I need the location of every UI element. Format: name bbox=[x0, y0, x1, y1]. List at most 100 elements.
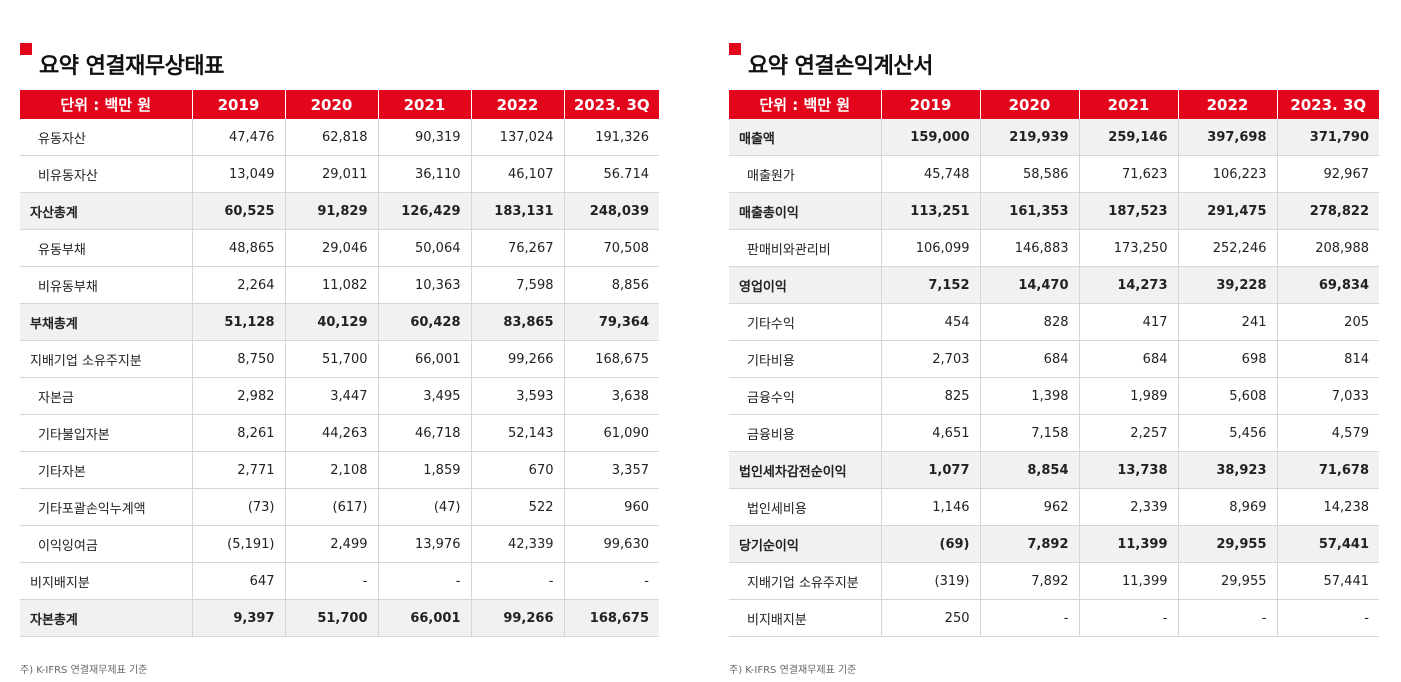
value-cell: 36,110 bbox=[377, 155, 471, 193]
value-cell: 417 bbox=[1078, 303, 1178, 341]
value-cell: 168,675 bbox=[563, 599, 659, 637]
row-label: 자본총계 bbox=[20, 599, 192, 637]
value-cell: 66,001 bbox=[377, 340, 471, 378]
value-cell: 7,892 bbox=[979, 525, 1079, 563]
table-header-row: 단위 : 백만 원 2019 2020 2021 2022 2023. 3Q bbox=[20, 90, 659, 119]
value-cell: 5,608 bbox=[1177, 377, 1277, 415]
value-cell: 825 bbox=[880, 377, 980, 415]
table-row: 비유동부채 2,264 11,082 10,363 7,598 8,856 bbox=[20, 266, 659, 304]
income-statement-table: 단위 : 백만 원 2019 2020 2021 2022 2023. 3Q 매출액 159… bbox=[729, 90, 1379, 637]
row-label: 부채총계 bbox=[20, 303, 192, 341]
year-header: 2021 bbox=[377, 90, 471, 119]
value-cell: 962 bbox=[979, 488, 1079, 526]
value-cell: 29,011 bbox=[284, 155, 378, 193]
value-cell: 60,525 bbox=[191, 192, 285, 230]
value-cell: 61,090 bbox=[563, 414, 659, 452]
title-marker bbox=[20, 43, 32, 55]
row-label: 유동부채 bbox=[20, 229, 192, 267]
table-row: 지배기업 소유주지분 8,750 51,700 66,001 99,266 168,675 bbox=[20, 340, 659, 378]
value-cell: 13,049 bbox=[191, 155, 285, 193]
value-cell: 51,700 bbox=[284, 599, 378, 637]
table-row: 자본금 2,982 3,447 3,495 3,593 3,638 bbox=[20, 377, 659, 415]
table-row: 법인세비용 1,146 962 2,339 8,969 14,238 bbox=[729, 488, 1379, 526]
balance-footnote: 주) K-IFRS 연결재무제표 기준 bbox=[20, 665, 148, 676]
value-cell: 91,829 bbox=[284, 192, 378, 230]
value-cell: (617) bbox=[284, 488, 378, 526]
value-cell: 250 bbox=[880, 599, 980, 637]
value-cell: 5,456 bbox=[1177, 414, 1277, 452]
value-cell: 106,223 bbox=[1177, 155, 1277, 193]
table-row: 부채총계 51,128 40,129 60,428 83,865 79,364 bbox=[20, 303, 659, 341]
value-cell: - bbox=[470, 562, 564, 600]
value-cell: 99,266 bbox=[470, 340, 564, 378]
value-cell: 29,046 bbox=[284, 229, 378, 267]
value-cell: 684 bbox=[979, 340, 1079, 378]
income-title-wrap: 요약 연결손익계산서 bbox=[729, 0, 1379, 90]
table-row: 금융비용 4,651 7,158 2,257 5,456 4,579 bbox=[729, 414, 1379, 452]
year-header: 2021 bbox=[1078, 90, 1178, 119]
value-cell: 3,593 bbox=[470, 377, 564, 415]
year-header: 2019 bbox=[880, 90, 980, 119]
value-cell: 814 bbox=[1276, 340, 1379, 378]
value-cell: 3,495 bbox=[377, 377, 471, 415]
row-label: 유동자산 bbox=[20, 119, 192, 156]
value-cell: 522 bbox=[470, 488, 564, 526]
row-label: 지배기업 소유주지분 bbox=[729, 562, 881, 600]
year-header: 2023. 3Q bbox=[563, 90, 659, 119]
value-cell: 51,700 bbox=[284, 340, 378, 378]
value-cell: 2,339 bbox=[1078, 488, 1178, 526]
table-row: 기타자본 2,771 2,108 1,859 670 3,357 bbox=[20, 451, 659, 489]
value-cell: 83,865 bbox=[470, 303, 564, 341]
value-cell: 92,967 bbox=[1276, 155, 1379, 193]
value-cell: (47) bbox=[377, 488, 471, 526]
value-cell: 371,790 bbox=[1276, 119, 1379, 156]
value-cell: 39,228 bbox=[1177, 266, 1277, 304]
row-label: 기타수익 bbox=[729, 303, 881, 341]
table-row: 자산총계 60,525 91,829 126,429 183,131 248,039 bbox=[20, 192, 659, 230]
value-cell: 71,678 bbox=[1276, 451, 1379, 489]
value-cell: 159,000 bbox=[880, 119, 980, 156]
value-cell: 670 bbox=[470, 451, 564, 489]
value-cell: 57,441 bbox=[1276, 525, 1379, 563]
value-cell: 4,651 bbox=[880, 414, 980, 452]
income-statement-panel: 요약 연결손익계산서 단위 : 백만 원 2019 2020 2021 2022 2023… bbox=[729, 0, 1379, 637]
value-cell: 99,266 bbox=[470, 599, 564, 637]
value-cell: 208,988 bbox=[1276, 229, 1379, 267]
table-row: 비유동자산 13,049 29,011 36,110 46,107 56.714 bbox=[20, 155, 659, 193]
value-cell: 684 bbox=[1078, 340, 1178, 378]
row-label: 매출액 bbox=[729, 119, 881, 156]
value-cell: 2,982 bbox=[191, 377, 285, 415]
value-cell: 47,476 bbox=[191, 119, 285, 156]
year-header: 2022 bbox=[470, 90, 564, 119]
row-label: 금융비용 bbox=[729, 414, 881, 452]
row-label: 비지배지분 bbox=[729, 599, 881, 637]
value-cell: 14,273 bbox=[1078, 266, 1178, 304]
value-cell: 106,099 bbox=[880, 229, 980, 267]
table-row: 판매비와관리비 106,099 146,883 173,250 252,246 208,9… bbox=[729, 229, 1379, 267]
unit-header: 단위 : 백만 원 bbox=[20, 90, 192, 119]
value-cell: - bbox=[979, 599, 1079, 637]
unit-header: 단위 : 백만 원 bbox=[729, 90, 881, 119]
value-cell: 1,146 bbox=[880, 488, 980, 526]
table-row: 영업이익 7,152 14,470 14,273 39,228 69,834 bbox=[729, 266, 1379, 304]
value-cell: 191,326 bbox=[563, 119, 659, 156]
value-cell: 69,834 bbox=[1276, 266, 1379, 304]
value-cell: 44,263 bbox=[284, 414, 378, 452]
value-cell: - bbox=[1177, 599, 1277, 637]
value-cell: 278,822 bbox=[1276, 192, 1379, 230]
table-row: 자본총계 9,397 51,700 66,001 99,266 168,675 bbox=[20, 599, 659, 637]
table-row: 금융수익 825 1,398 1,989 5,608 7,033 bbox=[729, 377, 1379, 415]
title-marker bbox=[729, 43, 741, 55]
row-label: 자본금 bbox=[20, 377, 192, 415]
balance-sheet-table: 단위 : 백만 원 2019 2020 2021 2022 2023. 3Q 유동자산 47… bbox=[20, 90, 659, 637]
row-label: 기타자본 bbox=[20, 451, 192, 489]
value-cell: 137,024 bbox=[470, 119, 564, 156]
table-row: 유동부채 48,865 29,046 50,064 76,267 70,508 bbox=[20, 229, 659, 267]
year-header: 2022 bbox=[1177, 90, 1277, 119]
value-cell: 76,267 bbox=[470, 229, 564, 267]
value-cell: 183,131 bbox=[470, 192, 564, 230]
row-label: 기타포괄손익누계액 bbox=[20, 488, 192, 526]
value-cell: 241 bbox=[1177, 303, 1277, 341]
value-cell: 7,033 bbox=[1276, 377, 1379, 415]
value-cell: 3,357 bbox=[563, 451, 659, 489]
